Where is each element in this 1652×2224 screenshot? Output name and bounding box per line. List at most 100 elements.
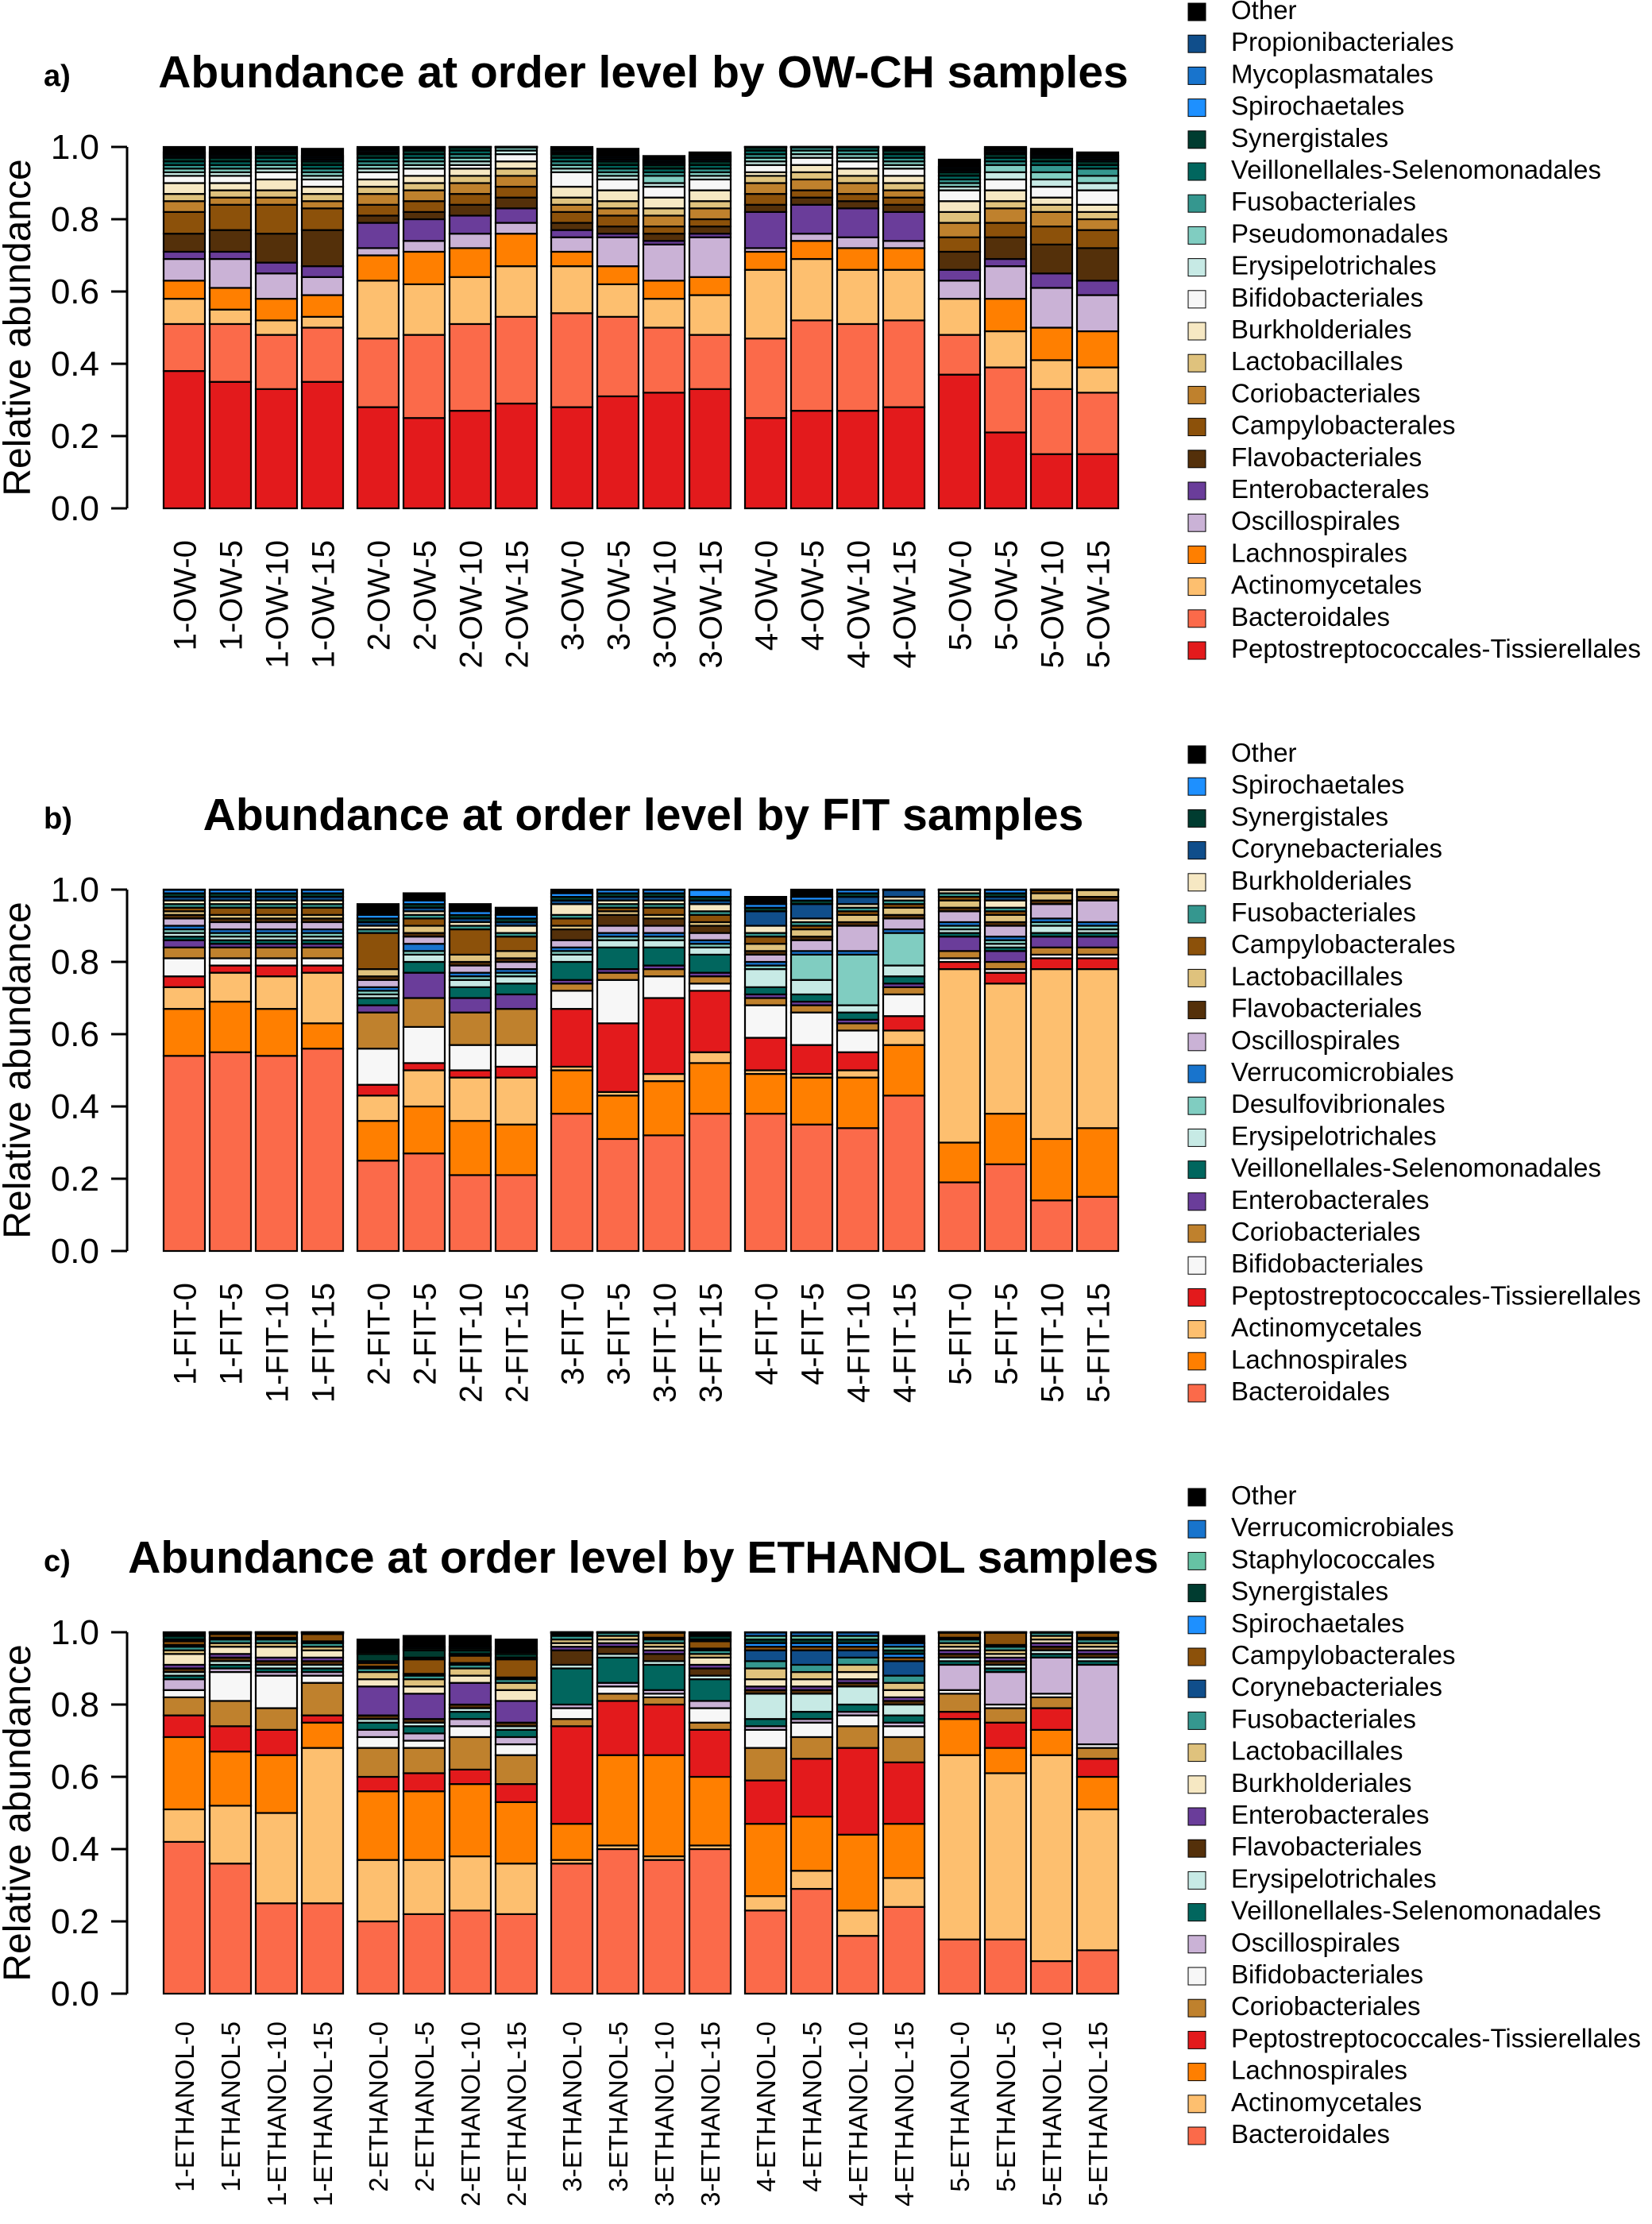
bar-segment (882, 1044, 926, 1097)
x-tick-label: 5-ETHANOL-10 (1037, 2021, 1067, 2207)
bar-segment (448, 1855, 492, 1912)
bar-segment (642, 917, 686, 927)
bar-segment (494, 1783, 538, 1803)
bar-segment (789, 888, 834, 898)
bar-segment (448, 247, 492, 278)
x-tick-label: 1-OW-0 (168, 540, 203, 651)
legend-entry: Veillonellales-Selenomonadales (1231, 1896, 1601, 1925)
bar-segment (356, 1083, 400, 1097)
bar-segment (300, 1714, 345, 1724)
legend-entry: Lachnospirales (1231, 2056, 1407, 2085)
bar-segment (642, 1134, 686, 1253)
bar-segment (448, 997, 492, 1014)
bar-segment (494, 265, 538, 318)
bar-segment (494, 1076, 538, 1126)
x-tick-label: 3-ETHANOL-15 (696, 2021, 725, 2207)
bar-segment (1029, 1707, 1074, 1731)
bar-segment (356, 1120, 400, 1162)
bar-segment (596, 1754, 640, 1847)
bar-segment (642, 1631, 686, 1634)
legend-swatch (1187, 385, 1206, 404)
bar-segment (1029, 226, 1074, 245)
bar-segment (983, 145, 1028, 150)
bar-segment (882, 917, 926, 931)
bar-segment (937, 899, 982, 909)
panel-label: b) (44, 802, 72, 836)
bar-segment (642, 1703, 686, 1756)
bar-segment (1029, 936, 1074, 948)
bar-segment (688, 1062, 732, 1115)
bar-segment (743, 1037, 788, 1071)
bar-segment (688, 946, 732, 956)
bar-segment (596, 971, 640, 981)
x-tick-label: 3-FIT-0 (555, 1283, 590, 1385)
bar-segment (550, 203, 594, 213)
bar-segment (402, 1772, 446, 1793)
legend-swatch (1187, 1775, 1206, 1794)
bar-segment (494, 1682, 538, 1691)
bar-segment (448, 1654, 492, 1664)
bar-segment (162, 210, 206, 235)
x-tick-label: 4-FIT-10 (841, 1283, 876, 1403)
bar-segment (1075, 899, 1120, 924)
bar-segment (1075, 229, 1120, 249)
x-tick-label: 4-FIT-0 (749, 1283, 784, 1385)
bar-segment (596, 236, 640, 268)
legend-entry: Spirochaetales (1231, 1608, 1404, 1638)
legend-swatch (1187, 290, 1206, 309)
bar-segment (836, 953, 880, 1006)
bar-segment (1075, 247, 1120, 282)
bar-segment (162, 1840, 206, 1995)
bar-segment (836, 200, 880, 210)
bar-segment (642, 1696, 686, 1706)
legend-entry: Burkholderiales (1231, 1768, 1411, 1797)
x-tick-label: 4-ETHANOL-0 (751, 2021, 781, 2192)
legend-swatch (1187, 1352, 1206, 1371)
bar-segment (642, 925, 686, 934)
legend-swatch (1187, 258, 1206, 277)
bar-segment (448, 1736, 492, 1770)
bar-segment (1075, 946, 1120, 956)
bar-segment (882, 1725, 926, 1739)
bar-segment (789, 233, 834, 242)
bar-segment (882, 1029, 926, 1046)
bar-segment (596, 395, 640, 510)
bar-segment (882, 168, 926, 177)
bar-segment (836, 1685, 880, 1706)
bar-segment (356, 1160, 400, 1253)
bar-segment (448, 964, 492, 974)
bar-segment (789, 1004, 834, 1014)
bar-segment (937, 1631, 982, 1634)
bar-segment (743, 1667, 788, 1681)
legend-swatch (1187, 968, 1206, 987)
x-tick-label: 1-FIT-5 (214, 1283, 249, 1385)
bar-segment (448, 276, 492, 326)
bar-segment (494, 207, 538, 224)
bar-segment (743, 193, 788, 206)
y-tick-label: 0.2 (51, 1160, 99, 1199)
bar-segment (550, 1667, 594, 1706)
bar-segment (162, 193, 206, 203)
bar-segment (300, 265, 345, 278)
bar-segment (882, 986, 926, 996)
bar-segment (789, 1649, 834, 1666)
bar-segment (882, 210, 926, 242)
bar-segment (208, 257, 253, 289)
bar-segment (1075, 330, 1120, 369)
bar-segment (789, 164, 834, 173)
bar-segment (208, 957, 253, 967)
bar-segment (208, 906, 253, 916)
bar-segment (789, 1815, 834, 1872)
legend-swatch (1187, 1001, 1206, 1020)
bar-segment (356, 406, 400, 510)
bar-segment (596, 979, 640, 1025)
bar-segment (494, 1008, 538, 1046)
bar-segment (550, 1649, 594, 1666)
y-tick-label: 0.0 (51, 1232, 99, 1271)
bar-segment (743, 936, 788, 945)
bar-segment (1029, 1696, 1074, 1709)
bar-segment (642, 280, 686, 300)
legend-swatch (1187, 98, 1206, 118)
bar-segment (162, 233, 206, 253)
bar-segment (1029, 178, 1074, 188)
